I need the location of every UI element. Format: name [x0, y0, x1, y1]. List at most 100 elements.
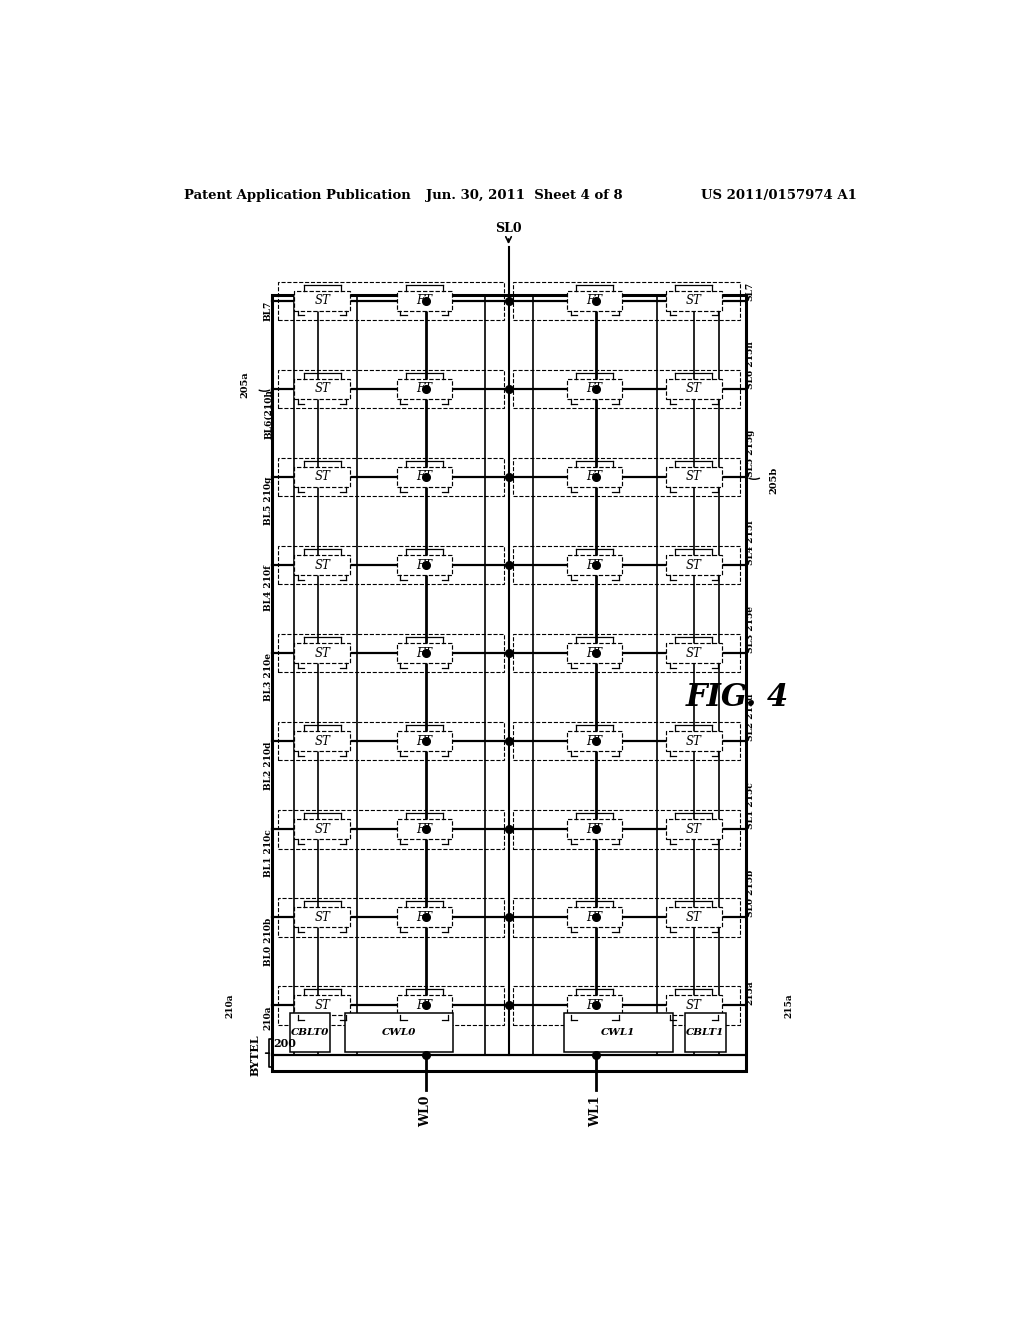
Bar [566, 643, 623, 663]
Text: 205a: 205a [241, 372, 250, 399]
Text: BL3 210e: BL3 210e [264, 653, 272, 701]
Bar [666, 731, 722, 751]
Text: WL1: WL1 [590, 1096, 602, 1127]
Text: SL0: SL0 [496, 222, 522, 235]
Text: FT: FT [417, 911, 432, 924]
Bar [566, 820, 623, 840]
Text: 200: 200 [273, 1039, 297, 1049]
Text: WL0: WL0 [419, 1096, 432, 1127]
Text: BL7: BL7 [264, 301, 272, 321]
Bar [294, 907, 350, 928]
Text: ST: ST [314, 822, 330, 836]
Bar [294, 995, 350, 1015]
Bar [666, 467, 722, 487]
Bar [564, 1014, 673, 1052]
Text: BL6(210h: BL6(210h [264, 389, 272, 438]
Bar [294, 820, 350, 840]
Text: FT: FT [417, 647, 432, 660]
Text: ST: ST [314, 735, 330, 747]
Text: FT: FT [417, 470, 432, 483]
Text: FT: FT [587, 647, 602, 660]
Text: FT: FT [587, 558, 602, 572]
Text: 215a: 215a [745, 981, 755, 1006]
Bar [566, 379, 623, 399]
Bar [666, 995, 722, 1015]
Text: FT: FT [587, 822, 602, 836]
Text: ST: ST [314, 383, 330, 396]
Text: ST: ST [314, 999, 330, 1012]
Bar [396, 820, 453, 840]
Bar [513, 634, 740, 672]
Bar [566, 907, 623, 928]
Text: CWL1: CWL1 [601, 1028, 636, 1036]
Bar [279, 810, 504, 849]
Text: FIG. 4: FIG. 4 [686, 682, 790, 713]
Text: ST: ST [686, 735, 701, 747]
Bar [396, 290, 453, 312]
Bar [294, 290, 350, 312]
Text: SL0 215b: SL0 215b [745, 870, 755, 917]
Bar [396, 554, 453, 576]
Bar [279, 545, 504, 585]
Bar [566, 731, 623, 751]
Bar [566, 995, 623, 1015]
Bar [566, 467, 623, 487]
Bar [279, 898, 504, 937]
Bar [513, 281, 740, 321]
Text: FT: FT [587, 999, 602, 1012]
Text: 210a: 210a [225, 993, 234, 1018]
Bar [294, 467, 350, 487]
Text: SL7: SL7 [745, 281, 755, 301]
Bar [279, 986, 504, 1024]
Bar [513, 898, 740, 937]
Text: CBLT0: CBLT0 [291, 1028, 330, 1036]
Text: Jun. 30, 2011  Sheet 4 of 8: Jun. 30, 2011 Sheet 4 of 8 [426, 189, 624, 202]
Text: FT: FT [417, 999, 432, 1012]
Text: ST: ST [686, 647, 701, 660]
Text: BL1 210c: BL1 210c [264, 829, 272, 876]
Text: BL2 210d: BL2 210d [264, 742, 272, 789]
Bar [396, 731, 453, 751]
Bar [666, 820, 722, 840]
Text: FT: FT [417, 558, 432, 572]
Text: FT: FT [417, 383, 432, 396]
Text: CBLT1: CBLT1 [686, 1028, 725, 1036]
Bar [513, 458, 740, 496]
Text: ST: ST [686, 558, 701, 572]
Bar [685, 1014, 726, 1052]
Text: ST: ST [314, 470, 330, 483]
Bar [396, 995, 453, 1015]
Text: FT: FT [417, 822, 432, 836]
Text: US 2011/0157974 A1: US 2011/0157974 A1 [700, 189, 856, 202]
Text: 210a: 210a [264, 1006, 272, 1030]
Bar [294, 379, 350, 399]
Text: ST: ST [686, 822, 701, 836]
Text: ST: ST [686, 470, 701, 483]
Text: Patent Application Publication: Patent Application Publication [183, 189, 411, 202]
Bar [279, 281, 504, 321]
Bar [294, 643, 350, 663]
Bar [396, 467, 453, 487]
Bar [396, 907, 453, 928]
Bar [666, 290, 722, 312]
Text: SL3 215e: SL3 215e [745, 606, 755, 653]
Bar [513, 545, 740, 585]
Bar [279, 634, 504, 672]
Text: CWL0: CWL0 [382, 1028, 416, 1036]
Bar [279, 458, 504, 496]
Bar [566, 554, 623, 576]
Text: ST: ST [314, 294, 330, 308]
Text: FT: FT [417, 294, 432, 308]
Text: BYTEL: BYTEL [250, 1035, 260, 1076]
Text: FT: FT [587, 735, 602, 747]
Text: ST: ST [686, 999, 701, 1012]
Bar [513, 722, 740, 760]
Bar [566, 290, 623, 312]
Text: ST: ST [686, 294, 701, 308]
Text: FT: FT [587, 911, 602, 924]
Bar [290, 1014, 331, 1052]
Text: FT: FT [587, 383, 602, 396]
Text: ST: ST [314, 647, 330, 660]
Text: 215a: 215a [784, 993, 794, 1018]
Bar [666, 643, 722, 663]
